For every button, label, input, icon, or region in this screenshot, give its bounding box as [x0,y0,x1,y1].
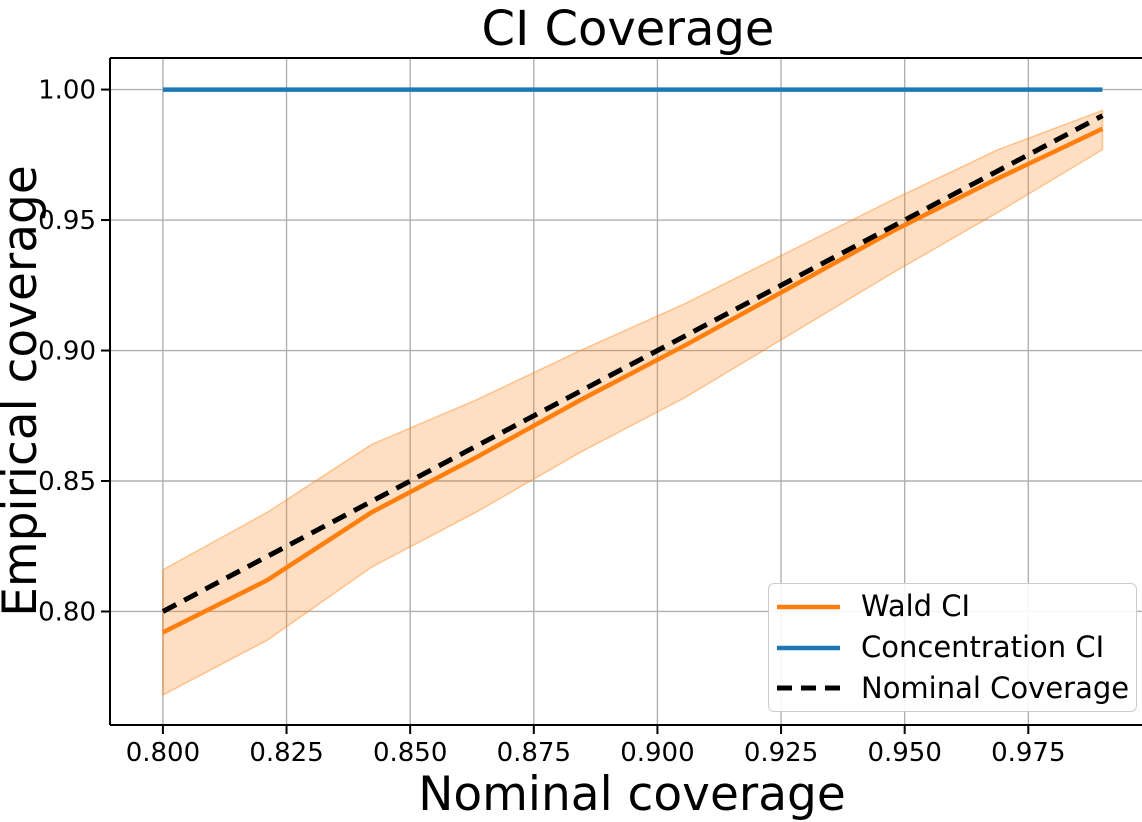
x-axis-label: Nominal coverage [418,767,846,822]
legend-item-concentration-ci: Concentration CI [777,630,1126,666]
y-tick-label: 0.85 [38,467,96,497]
y-ticks [101,88,110,613]
x-tick-label: 0.875 [497,738,571,768]
wald-ci-line-sample [777,604,840,609]
wald-ci-line [161,126,1104,635]
concentration-ci-line-sample [777,645,840,650]
y-tick-label: 0.95 [38,206,96,236]
legend-label: Wald CI [861,589,971,624]
chart-title: CI Coverage [482,1,775,57]
x-tick-label: 0.825 [249,738,323,768]
y-tick-label: 0.80 [38,597,96,627]
legend-label: Nominal Coverage [861,670,1130,705]
legend-item-nominal-coverage: Nominal Coverage [777,670,1130,706]
y-tick-label: 0.90 [38,337,96,367]
x-tick-label: 0.950 [867,738,941,768]
confidence-band [162,109,1104,697]
x-gridlines [162,58,1030,725]
legend: Wald CI Concentration CI Nominal Coverag… [768,583,1137,712]
axes-spines [109,57,1142,726]
legend-label: Concentration CI [861,630,1105,664]
x-ticks [161,725,1030,734]
x-tick-label: 0.975 [991,738,1065,768]
nominal-coverage-line-path [161,113,1104,614]
y-tick-label: 1.00 [38,76,96,106]
nominal-coverage-line [161,113,1104,614]
x-tick-labels: 0.800 0.825 0.850 0.875 0.900 0.925 0.950 0.975 [126,738,1066,768]
wald-ci-line-path [161,126,1104,635]
x-tick-label: 0.900 [620,738,694,768]
wald-ci-band [162,109,1104,697]
nominal-coverage-line-sample [777,685,840,691]
x-tick-label: 0.800 [126,738,200,768]
x-tick-label: 0.925 [744,738,818,768]
x-tick-label: 0.850 [373,738,447,768]
y-tick-labels: 0.80 0.85 0.90 0.95 1.00 [38,76,96,628]
legend-item-wald-ci: Wald CI [777,589,1126,625]
y-axis-label: Empirical coverage [0,165,48,617]
